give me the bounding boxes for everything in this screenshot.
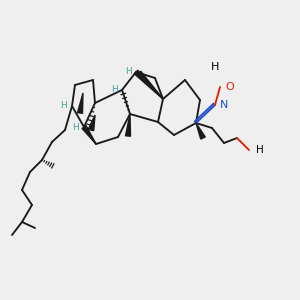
Text: H: H	[111, 85, 118, 94]
Text: N: N	[220, 100, 228, 110]
Text: H: H	[72, 122, 79, 131]
Text: H: H	[125, 67, 132, 76]
Polygon shape	[196, 123, 205, 139]
Polygon shape	[134, 70, 163, 99]
Text: H: H	[60, 101, 67, 110]
Polygon shape	[88, 115, 95, 131]
Text: O: O	[225, 82, 234, 92]
Text: H: H	[256, 145, 264, 155]
Polygon shape	[82, 126, 96, 144]
Text: H: H	[211, 62, 219, 72]
Polygon shape	[77, 93, 83, 113]
Polygon shape	[137, 71, 163, 99]
Polygon shape	[125, 114, 130, 136]
